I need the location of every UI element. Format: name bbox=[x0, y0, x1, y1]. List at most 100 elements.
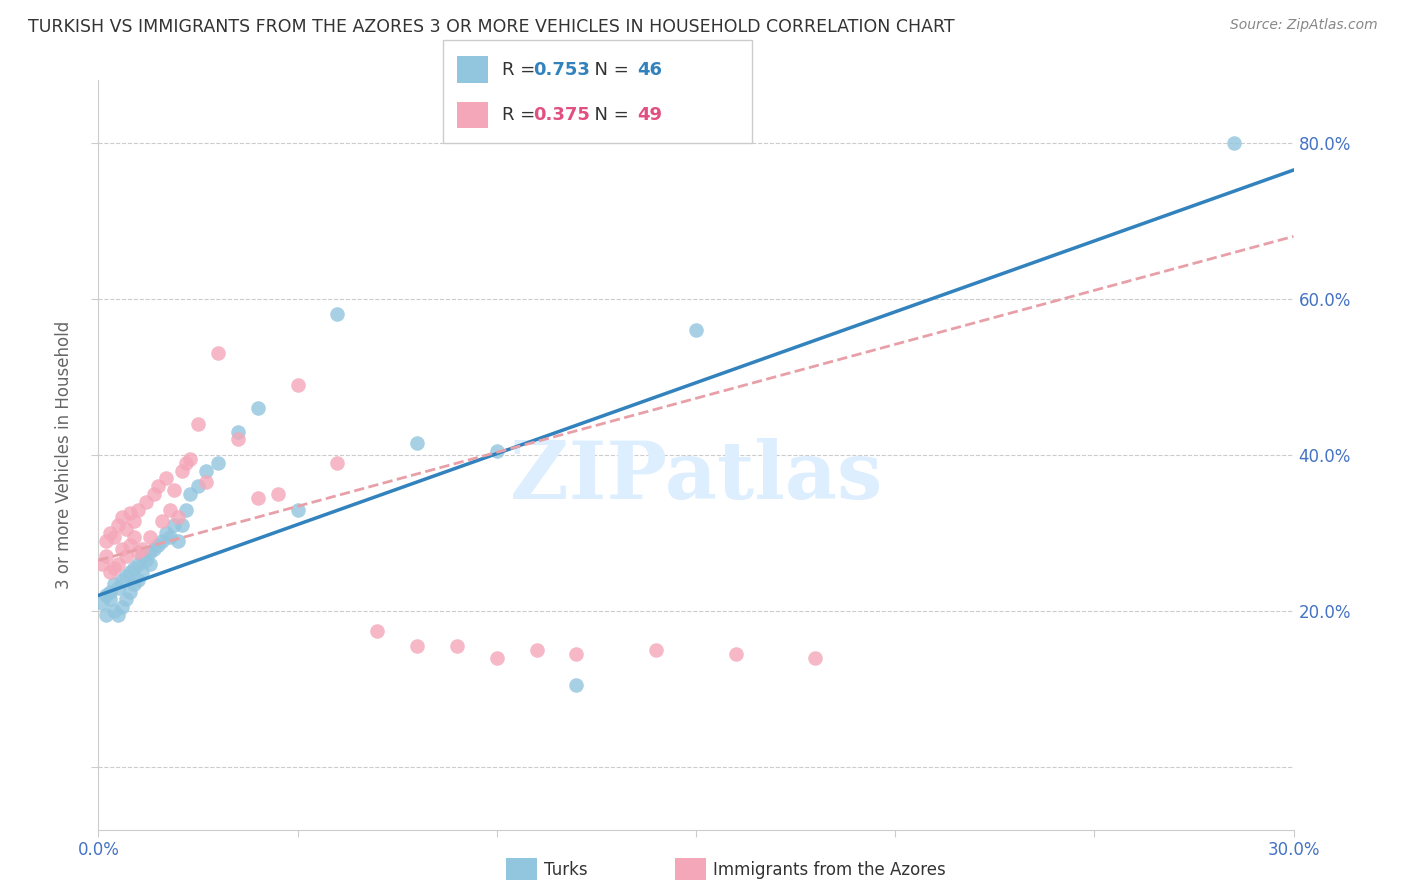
Point bbox=[406, 639, 429, 653]
Point bbox=[207, 346, 229, 360]
Point bbox=[124, 530, 146, 544]
Point bbox=[135, 553, 157, 567]
Point bbox=[174, 456, 197, 470]
Point bbox=[148, 538, 170, 552]
Point bbox=[139, 530, 162, 544]
Text: TURKISH VS IMMIGRANTS FROM THE AZORES 3 OR MORE VEHICLES IN HOUSEHOLD CORRELATIO: TURKISH VS IMMIGRANTS FROM THE AZORES 3 … bbox=[28, 18, 955, 36]
Text: R =: R = bbox=[502, 106, 541, 124]
Text: 49: 49 bbox=[637, 106, 662, 124]
Point bbox=[167, 533, 190, 548]
Point bbox=[115, 522, 138, 536]
Text: ZIPatlas: ZIPatlas bbox=[510, 438, 882, 516]
Point bbox=[120, 507, 142, 521]
Point bbox=[685, 323, 707, 337]
Point bbox=[246, 401, 269, 415]
Point bbox=[159, 530, 181, 544]
Point bbox=[120, 538, 142, 552]
Text: N =: N = bbox=[583, 61, 636, 78]
Point bbox=[406, 436, 429, 450]
Point bbox=[131, 565, 153, 579]
Text: R =: R = bbox=[502, 61, 541, 78]
Point bbox=[124, 576, 146, 591]
Point bbox=[120, 565, 142, 579]
Point bbox=[139, 545, 162, 559]
Point bbox=[195, 464, 218, 478]
Point bbox=[326, 456, 349, 470]
Point bbox=[172, 464, 194, 478]
Point bbox=[107, 518, 129, 533]
Point bbox=[565, 647, 588, 661]
Point bbox=[195, 475, 218, 490]
Point bbox=[124, 561, 146, 575]
Point bbox=[143, 487, 166, 501]
Point bbox=[326, 307, 349, 321]
Point bbox=[565, 678, 588, 692]
Point bbox=[366, 624, 388, 638]
Text: 0.753: 0.753 bbox=[533, 61, 589, 78]
Point bbox=[174, 502, 197, 516]
Point bbox=[120, 584, 142, 599]
Point bbox=[135, 494, 157, 508]
Point bbox=[179, 451, 201, 466]
Point bbox=[96, 549, 118, 564]
Point bbox=[446, 639, 468, 653]
Point bbox=[139, 557, 162, 572]
Point bbox=[159, 502, 181, 516]
Text: Turks: Turks bbox=[544, 861, 588, 879]
Point bbox=[124, 514, 146, 528]
Text: 0.375: 0.375 bbox=[533, 106, 589, 124]
Point bbox=[1223, 136, 1246, 150]
Point bbox=[148, 479, 170, 493]
Point bbox=[111, 600, 134, 615]
Point bbox=[111, 573, 134, 587]
Point bbox=[287, 377, 309, 392]
Point bbox=[107, 581, 129, 595]
Point bbox=[179, 487, 201, 501]
Point bbox=[155, 526, 177, 541]
Text: 46: 46 bbox=[637, 61, 662, 78]
Point bbox=[98, 584, 122, 599]
Point bbox=[207, 456, 229, 470]
Point bbox=[187, 417, 209, 431]
Point bbox=[98, 592, 122, 607]
Point bbox=[150, 514, 173, 528]
Point bbox=[143, 541, 166, 556]
Point bbox=[155, 471, 177, 485]
Point bbox=[107, 607, 129, 622]
Point bbox=[172, 518, 194, 533]
Y-axis label: 3 or more Vehicles in Household: 3 or more Vehicles in Household bbox=[55, 321, 73, 589]
Point bbox=[485, 444, 508, 458]
Point bbox=[150, 533, 173, 548]
Point bbox=[98, 526, 122, 541]
Point bbox=[103, 561, 125, 575]
Text: Source: ZipAtlas.com: Source: ZipAtlas.com bbox=[1230, 18, 1378, 32]
Point bbox=[115, 549, 138, 564]
Point bbox=[127, 557, 149, 572]
Point bbox=[127, 545, 149, 559]
Point bbox=[804, 651, 827, 665]
Point bbox=[115, 569, 138, 583]
Point bbox=[111, 541, 134, 556]
Point bbox=[526, 643, 548, 657]
Point bbox=[103, 604, 125, 618]
Point bbox=[187, 479, 209, 493]
Text: N =: N = bbox=[583, 106, 636, 124]
Point bbox=[127, 573, 149, 587]
Point bbox=[127, 502, 149, 516]
Point bbox=[91, 557, 114, 572]
Point bbox=[103, 576, 125, 591]
Point bbox=[287, 502, 309, 516]
Point bbox=[163, 483, 186, 497]
Point bbox=[131, 541, 153, 556]
Point bbox=[96, 533, 118, 548]
Text: Immigrants from the Azores: Immigrants from the Azores bbox=[713, 861, 946, 879]
Point bbox=[131, 549, 153, 564]
Point bbox=[267, 487, 290, 501]
Point bbox=[485, 651, 508, 665]
Point bbox=[91, 596, 114, 610]
Point bbox=[111, 510, 134, 524]
Point bbox=[645, 643, 668, 657]
Point bbox=[107, 557, 129, 572]
Point bbox=[226, 432, 249, 446]
Point bbox=[96, 607, 118, 622]
